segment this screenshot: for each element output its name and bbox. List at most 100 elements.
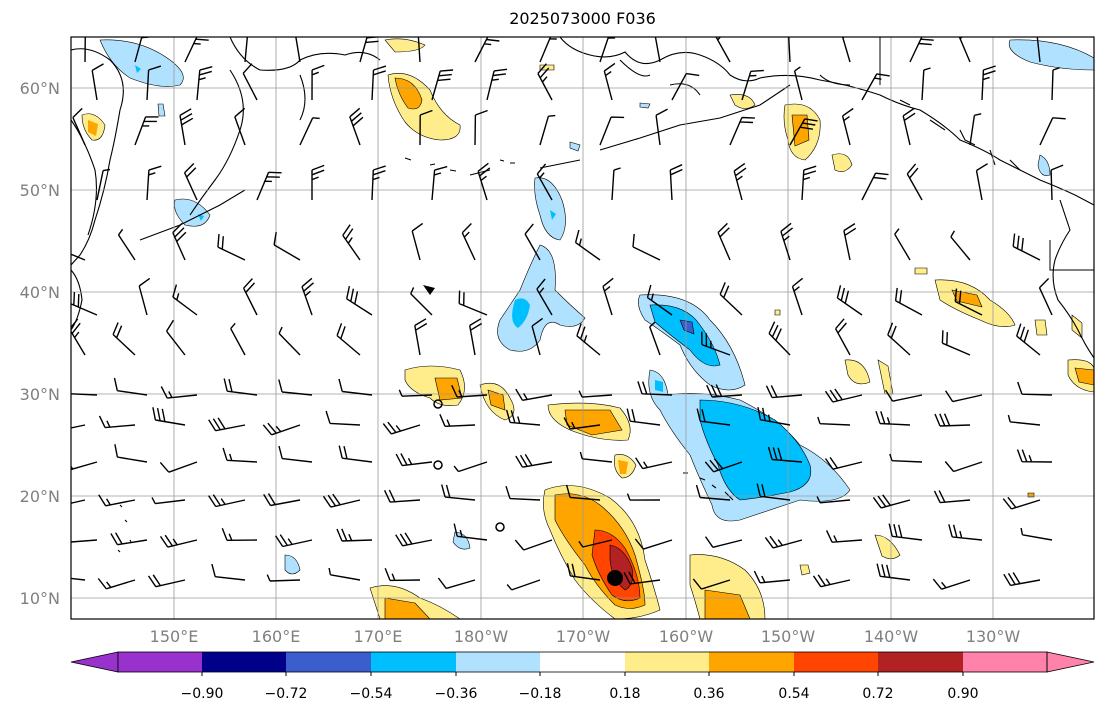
wind-barb	[921, 67, 931, 101]
wind-barb	[71, 539, 98, 543]
wind-barb	[395, 532, 433, 547]
wind-barb	[536, 278, 553, 316]
wind-barb	[110, 532, 148, 546]
wind-barb	[789, 118, 818, 146]
wind-barb	[71, 292, 98, 316]
wind-barb	[768, 321, 791, 356]
wind-barb	[336, 323, 361, 356]
wind-barb	[671, 72, 700, 101]
storm-center-marker	[607, 570, 623, 586]
wind-barb	[349, 107, 364, 146]
wind-barb	[505, 485, 541, 501]
wind-barb	[114, 444, 148, 463]
wind-barb	[1016, 449, 1053, 463]
wind-barb	[1020, 527, 1053, 541]
wind-barb	[1002, 496, 1041, 510]
wind-barb	[788, 37, 791, 63]
lon-label-160w: 160°W	[659, 627, 714, 646]
wind-barb	[741, 69, 764, 101]
wind-barb	[824, 457, 863, 470]
wind-barb	[97, 578, 136, 590]
calm-wind-markers	[433, 399, 505, 532]
wind-barb	[505, 409, 541, 426]
wind-barb	[623, 571, 661, 585]
wind-barb	[159, 461, 198, 473]
wind-barb	[579, 451, 613, 463]
wind-barb	[469, 318, 483, 356]
wind-barb	[791, 277, 804, 316]
wind-barb	[338, 445, 373, 463]
colorbar-extend-high	[1046, 651, 1095, 673]
borders	[879, 37, 1094, 271]
wind-barb	[574, 229, 601, 261]
wind-barb	[514, 539, 553, 551]
wind-barb	[563, 417, 601, 430]
wind-barb	[338, 378, 373, 396]
wind-barb	[263, 493, 301, 507]
wind-barb	[453, 523, 488, 541]
wind-barb	[602, 277, 614, 316]
pennant-barb	[423, 285, 435, 295]
wind-barb	[474, 37, 502, 63]
wind-barb	[71, 318, 86, 356]
wind-barb	[692, 578, 731, 590]
wind-barb	[793, 66, 803, 101]
wind-barb	[208, 494, 246, 508]
wind-barb	[872, 494, 911, 509]
wind-barb	[322, 493, 361, 508]
wind-barb	[439, 414, 476, 427]
colorbar-band	[540, 652, 625, 672]
wind-barb	[841, 37, 851, 63]
wind-barb	[146, 165, 162, 201]
wind-barb	[861, 172, 889, 201]
colorbar-band	[963, 652, 1047, 672]
colorbar-tick-label: −0.36	[435, 686, 478, 702]
wind-barb	[894, 228, 911, 261]
wind-barb	[431, 165, 448, 201]
lon-label-140w: 140°W	[864, 627, 919, 646]
wind-barb	[166, 319, 186, 356]
wind-barb	[147, 574, 186, 588]
wind-barb	[733, 162, 747, 201]
lat-label-30: 30°N	[20, 385, 60, 404]
wind-barb	[945, 390, 983, 403]
wind-barb	[328, 567, 361, 581]
colorbar	[70, 651, 1095, 673]
wind-barb	[887, 322, 911, 356]
wind-barb	[414, 318, 428, 356]
wind-barb	[888, 523, 923, 541]
colorbar-band	[625, 652, 709, 672]
wind-barb	[262, 422, 301, 436]
wind-barb	[578, 539, 613, 548]
gridlines	[71, 37, 1094, 619]
wind-barb	[275, 534, 313, 548]
lon-label-180w: 180°W	[454, 627, 509, 646]
wind-barb	[944, 461, 983, 473]
wind-barb	[603, 62, 616, 101]
wind-barb	[757, 406, 791, 426]
wind-barb	[437, 577, 476, 590]
wind-barb	[359, 37, 380, 63]
colorbar-frame	[117, 651, 1048, 673]
wind-barb	[649, 321, 661, 356]
lon-label-130w: 130°W	[966, 627, 1021, 646]
lat-label-20: 20°N	[20, 487, 60, 506]
wind-barb	[301, 277, 314, 316]
wind-barb	[816, 496, 851, 504]
lon-label-170e: 170°E	[354, 627, 403, 646]
lon-label-170w: 170°W	[556, 627, 611, 646]
wind-barb	[824, 388, 863, 403]
wind-barb	[1016, 323, 1041, 356]
map-title: 2025073000 F036	[509, 9, 656, 28]
wind-barb	[461, 223, 476, 261]
wind-barb	[384, 568, 421, 582]
wind-barb	[950, 230, 971, 261]
colorbar-band	[709, 652, 794, 672]
wind-barb	[812, 574, 851, 588]
wind-barb	[889, 453, 923, 463]
colorbar-tick-label: 0.72	[862, 686, 893, 702]
wind-barb	[138, 277, 151, 316]
wind-barb	[278, 445, 313, 463]
wind-barb	[756, 483, 791, 501]
